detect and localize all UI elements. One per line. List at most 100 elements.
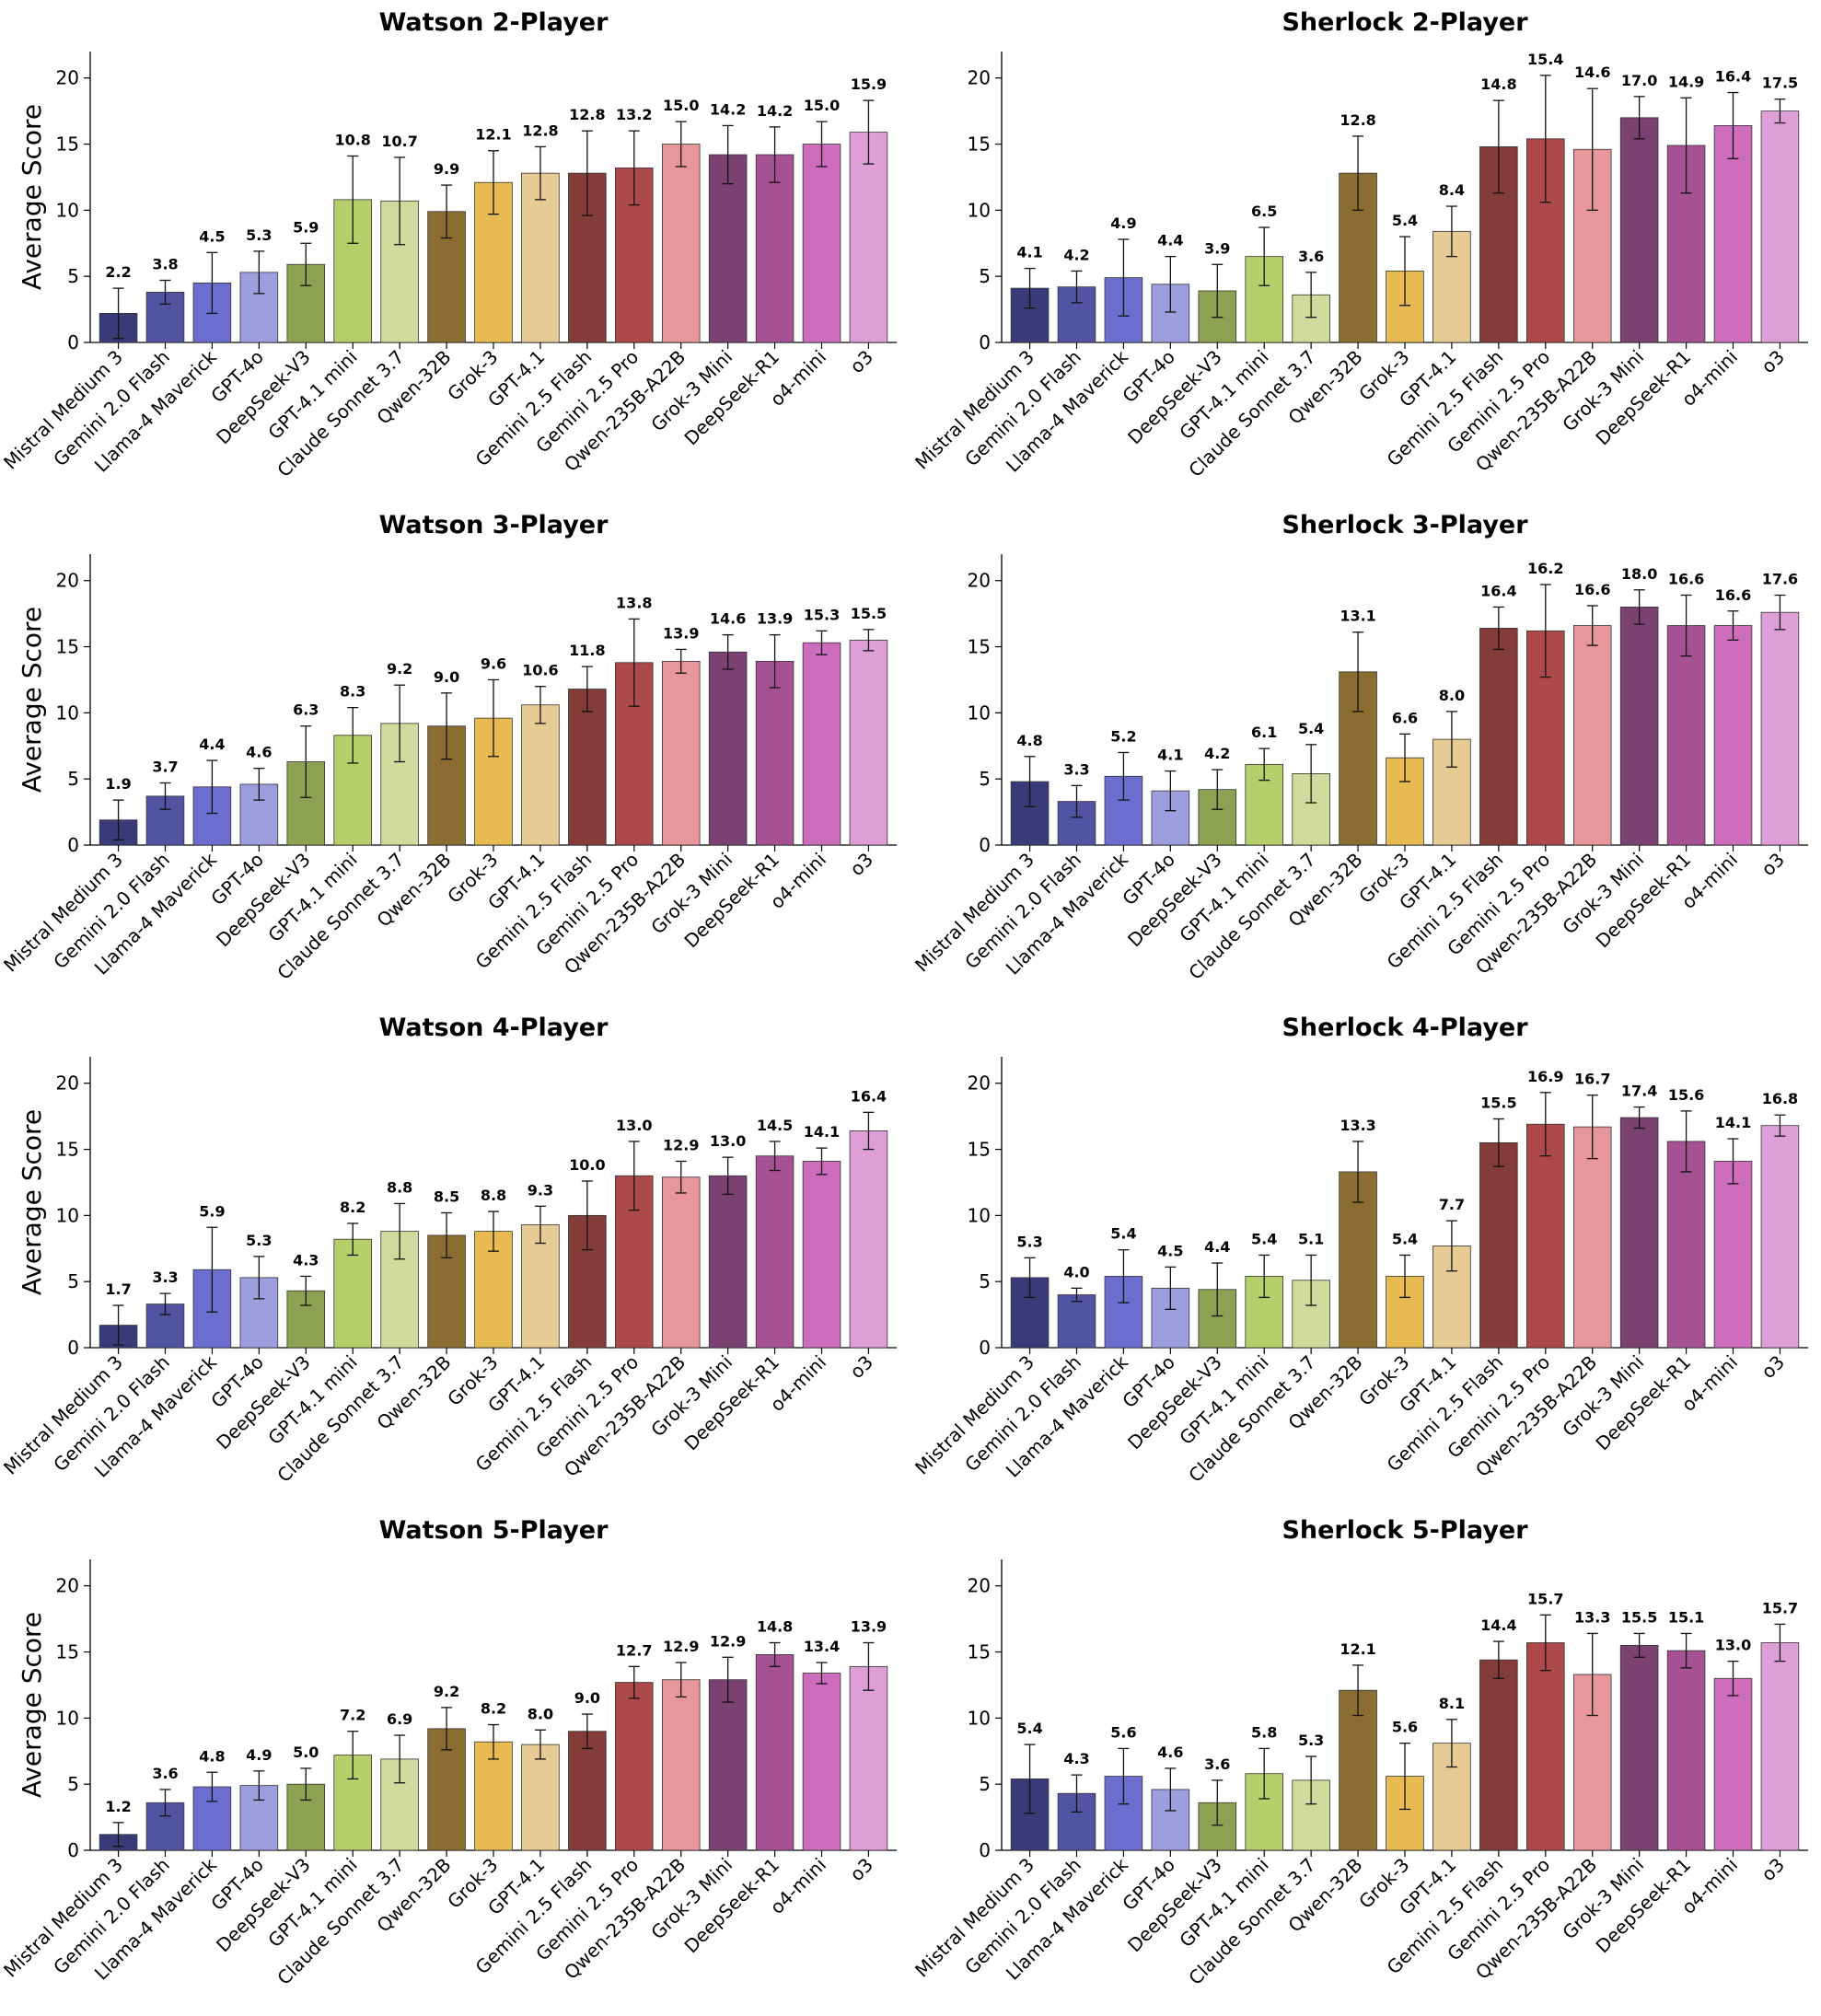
data-label: 8.3 xyxy=(340,683,365,701)
bar xyxy=(1572,1126,1612,1349)
data-label: 5.3 xyxy=(246,1232,272,1249)
data-label: 5.4 xyxy=(1110,1225,1136,1243)
x-tick-label: o3 xyxy=(845,1351,877,1384)
data-label: 16.9 xyxy=(1527,1068,1563,1085)
data-label: 9.3 xyxy=(528,1181,553,1199)
bar xyxy=(1760,611,1800,846)
bar xyxy=(1760,110,1800,343)
data-label: 5.8 xyxy=(1251,1723,1277,1741)
data-label: 5.0 xyxy=(293,1744,319,1761)
y-tick-label: 10 xyxy=(56,199,79,221)
data-label: 3.8 xyxy=(152,255,178,272)
bar xyxy=(1572,625,1612,846)
bar xyxy=(474,1741,513,1851)
data-label: 5.4 xyxy=(1298,720,1324,737)
y-axis-label: Average Score xyxy=(17,1109,47,1295)
x-tick-label: o3 xyxy=(845,346,877,378)
data-label: 16.6 xyxy=(1668,571,1704,588)
data-label: 9.6 xyxy=(481,655,506,672)
data-label: 6.3 xyxy=(293,701,319,719)
data-label: 1.2 xyxy=(105,1798,131,1815)
y-tick-label: 20 xyxy=(968,570,991,592)
data-label: 3.6 xyxy=(1298,248,1324,265)
bar xyxy=(849,1130,888,1349)
data-label: 9.0 xyxy=(434,668,459,686)
bar xyxy=(708,1679,748,1851)
bar xyxy=(1479,1659,1518,1851)
bar xyxy=(521,704,560,846)
data-label: 11.8 xyxy=(569,642,605,659)
data-label: 5.4 xyxy=(1016,1720,1042,1737)
y-tick-label: 15 xyxy=(56,1139,79,1161)
data-label: 8.8 xyxy=(387,1178,412,1196)
y-tick-label: 15 xyxy=(968,1641,991,1663)
data-label: 13.2 xyxy=(616,106,652,123)
y-tick-label: 20 xyxy=(56,570,79,592)
chart-title: Watson 5-Player xyxy=(379,1516,609,1545)
y-tick-label: 5 xyxy=(979,1270,991,1292)
data-label: 15.5 xyxy=(1621,1608,1657,1626)
bar xyxy=(1479,1141,1518,1349)
data-label: 8.1 xyxy=(1439,1695,1465,1712)
data-label: 7.7 xyxy=(1439,1196,1465,1213)
data-label: 15.9 xyxy=(851,75,887,93)
y-axis-label: Average Score xyxy=(17,1612,47,1798)
bar xyxy=(1713,1161,1753,1349)
data-label: 12.8 xyxy=(1340,111,1375,129)
data-label: 10.7 xyxy=(381,133,417,150)
y-tick-label: 5 xyxy=(67,265,79,287)
data-label: 5.3 xyxy=(1298,1732,1324,1749)
chart-title: Watson 2-Player xyxy=(379,8,609,37)
data-label: 15.1 xyxy=(1668,1608,1704,1626)
data-label: 13.9 xyxy=(757,610,793,628)
bar xyxy=(1619,1117,1659,1349)
bar xyxy=(708,651,748,846)
bar xyxy=(802,144,841,343)
y-tick-label: 10 xyxy=(968,701,991,724)
data-label: 13.9 xyxy=(663,624,699,642)
data-label: 13.4 xyxy=(804,1638,840,1655)
data-label: 16.2 xyxy=(1527,560,1563,577)
x-tick-label: o3 xyxy=(1757,346,1789,378)
data-label: 8.4 xyxy=(1439,181,1465,199)
bar xyxy=(661,660,701,846)
bar xyxy=(661,1176,701,1349)
x-tick-label: o3 xyxy=(1757,1854,1789,1886)
data-label: 9.9 xyxy=(434,160,459,178)
data-label: 3.3 xyxy=(152,1269,178,1286)
chart-title: Watson 4-Player xyxy=(379,1014,609,1042)
data-label: 3.3 xyxy=(1063,760,1089,778)
data-label: 13.3 xyxy=(1574,1608,1610,1626)
data-label: 13.8 xyxy=(616,594,652,611)
data-label: 4.3 xyxy=(293,1251,319,1269)
data-label: 8.5 xyxy=(434,1188,459,1205)
data-label: 5.3 xyxy=(246,226,272,244)
data-label: 12.1 xyxy=(475,126,511,144)
bar xyxy=(708,154,748,343)
data-label: 2.2 xyxy=(105,263,131,281)
data-label: 14.6 xyxy=(1574,64,1610,81)
bar xyxy=(849,639,888,846)
y-tick-label: 10 xyxy=(56,701,79,724)
bar xyxy=(708,1175,748,1349)
data-label: 12.9 xyxy=(710,1632,746,1650)
data-label: 15.0 xyxy=(663,97,699,114)
y-tick-label: 5 xyxy=(979,265,991,287)
data-label: 9.2 xyxy=(434,1683,459,1700)
bar xyxy=(239,1785,279,1851)
bar xyxy=(849,132,888,343)
bar xyxy=(521,1744,560,1851)
y-tick-label: 20 xyxy=(56,1575,79,1597)
data-label: 4.1 xyxy=(1157,747,1183,764)
data-label: 4.2 xyxy=(1204,745,1230,762)
bar xyxy=(849,1665,888,1851)
bar xyxy=(1713,625,1753,846)
bar xyxy=(1619,117,1659,343)
y-tick-label: 10 xyxy=(56,1204,79,1226)
bar xyxy=(1010,1778,1050,1851)
bar xyxy=(802,1161,841,1349)
